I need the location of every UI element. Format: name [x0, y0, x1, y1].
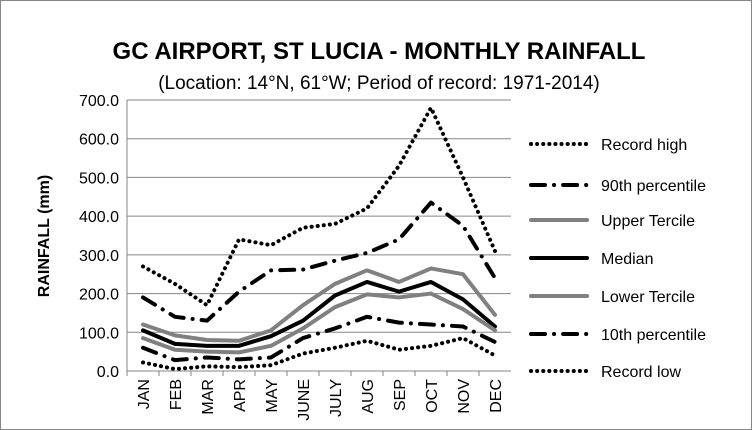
series-line-90th-percentile — [141, 200, 497, 323]
series-line-record-high — [141, 105, 497, 308]
y-tick-label: 400.0 — [79, 209, 119, 226]
y-tick-label: 700.0 — [79, 93, 119, 110]
x-tick-label: OCT — [424, 379, 441, 413]
legend-entry: Record high — [601, 137, 687, 154]
legend-entry: Lower Tercile — [601, 289, 695, 306]
legend-entry: Median — [601, 251, 653, 268]
y-tick-label: 0.0 — [97, 364, 119, 381]
chart-subtitle: (Location: 14°N, 61°W; Period of record:… — [158, 73, 600, 94]
x-tick-label: MAY — [264, 379, 281, 413]
y-tick-label: 200.0 — [79, 287, 119, 304]
x-tick-label: MAR — [200, 379, 217, 415]
y-tick-label: 100.0 — [79, 325, 119, 342]
x-tick-label: AUG — [360, 379, 377, 414]
x-tick-label: FEB — [168, 379, 185, 410]
legend-entry: 10th percentile — [601, 327, 706, 344]
x-tick-label: SEP — [392, 379, 409, 411]
series-line-lower-tercile — [141, 291, 497, 355]
chart-title: GC AIRPORT, ST LUCIA - MONTHLY RAINFALL — [113, 38, 646, 65]
series-line-median — [141, 279, 497, 348]
x-tick-label: DEC — [488, 379, 505, 413]
legend-entry: Record low — [601, 364, 681, 381]
x-tick-label: JULY — [328, 379, 345, 417]
legend-entry: 90th percentile — [601, 178, 706, 195]
series-line-10th-percentile — [141, 314, 497, 363]
x-tick-label: NOV — [456, 379, 473, 414]
y-tick-label: 300.0 — [79, 248, 119, 265]
y-axis-label: RAINFALL (mm) — [36, 175, 53, 297]
x-tick-label: APR — [232, 379, 249, 412]
series-line-upper-tercile — [141, 266, 497, 343]
legend-entry: Upper Tercile — [601, 213, 695, 230]
y-tick-label: 500.0 — [79, 170, 119, 187]
y-tick-label: 600.0 — [79, 132, 119, 149]
x-tick-label: JUNE — [296, 379, 313, 421]
x-tick-label: JAN — [136, 379, 153, 409]
series-line-record-low — [141, 336, 497, 372]
